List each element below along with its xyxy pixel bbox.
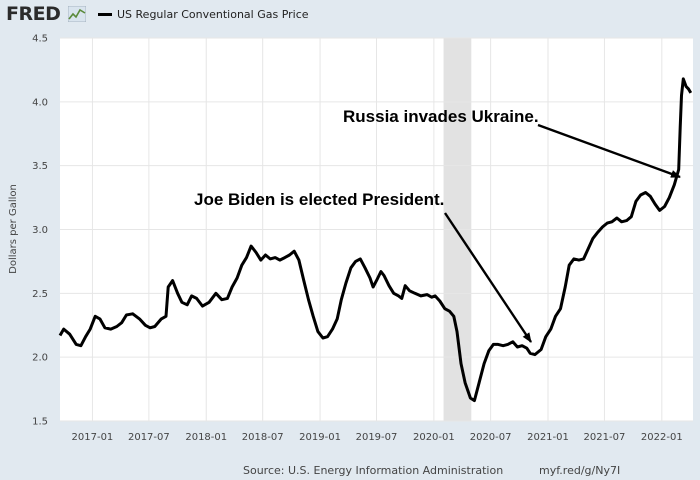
annotations: Joe Biden is elected President. Russia in… [194, 107, 681, 343]
short-link[interactable]: myf.red/g/Ny7I [539, 464, 621, 477]
x-axis-ticks: 2017-01 2017-07 2018-01 2018-07 2019-01 2019-… [72, 432, 683, 443]
x-tick-label: 2018-07 [242, 432, 284, 443]
x-tick-label: 2017-01 [72, 432, 114, 443]
x-tick-label: 2022-01 [641, 432, 683, 443]
fred-logo[interactable]: FRED [6, 3, 61, 25]
source-note: Source: U.S. Energy Information Administ… [243, 464, 504, 477]
x-tick-label: 2021-07 [584, 432, 626, 443]
y-tick-label: 4.5 [32, 34, 48, 45]
y-tick-label: 2.5 [32, 289, 48, 300]
annotation-label: Joe Biden is elected President. [194, 190, 444, 209]
annotation-label: Russia invades Ukraine. [343, 107, 539, 126]
y-tick-label: 3.0 [32, 225, 48, 236]
x-tick-label: 2021-01 [527, 432, 569, 443]
gridlines [60, 37, 693, 422]
y-tick-label: 2.0 [32, 353, 48, 364]
x-tick-label: 2019-07 [356, 432, 398, 443]
annotation-arrow [444, 212, 532, 343]
x-tick-label: 2017-07 [128, 432, 170, 443]
x-tick-label: 2020-07 [470, 432, 512, 443]
y-axis-ticks: 1.5 2.0 2.5 3.0 3.5 4.0 4.5 [32, 34, 48, 428]
legend-swatch [98, 12, 112, 16]
y-tick-label: 1.5 [32, 417, 48, 428]
y-tick-label: 3.5 [32, 161, 48, 172]
annotation-arrow [537, 123, 681, 179]
series-line[interactable] [58, 77, 693, 403]
chart-header: FRED US Regular Conventional Gas Price [0, 0, 700, 30]
x-tick-label: 2020-01 [413, 432, 455, 443]
legend-label: US Regular Conventional Gas Price [117, 8, 309, 21]
y-tick-label: 4.0 [32, 97, 48, 108]
legend-entry[interactable]: US Regular Conventional Gas Price [98, 8, 309, 21]
x-tick-label: 2019-01 [299, 432, 341, 443]
x-tick-label: 2018-01 [185, 432, 227, 443]
fred-graph-icon [68, 6, 86, 22]
y-axis-label: Dollars per Gallon [8, 184, 19, 274]
